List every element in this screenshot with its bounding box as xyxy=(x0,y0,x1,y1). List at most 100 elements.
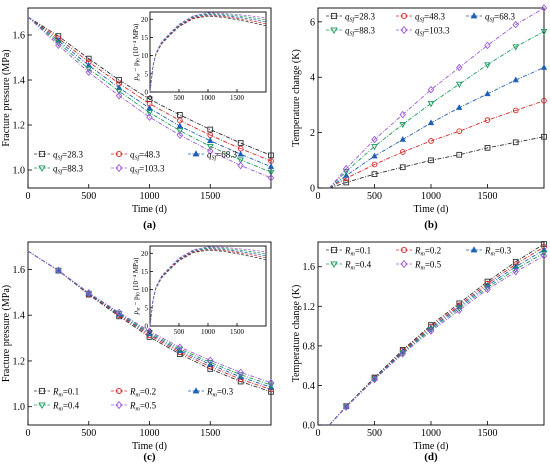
legend-marker xyxy=(330,27,338,35)
inset-y-tick-label: 10 xyxy=(141,52,149,60)
inset-y-tick-label: 5 xyxy=(145,304,149,312)
data-point xyxy=(484,117,491,124)
data-point xyxy=(343,164,350,173)
x-tick-label: 1000 xyxy=(421,191,441,202)
legend-entry: Rm=0.3 xyxy=(206,387,234,399)
inset-x-tick-label: 1500 xyxy=(230,94,245,102)
data-point xyxy=(237,161,244,170)
data-point xyxy=(115,308,123,317)
inset-series-3 xyxy=(149,248,267,327)
series-line xyxy=(27,16,272,173)
data-point xyxy=(540,4,548,12)
y-tick-label: 1.6 xyxy=(13,265,26,276)
series-5 xyxy=(328,4,548,189)
data-point xyxy=(512,267,519,276)
inset-series-3 xyxy=(149,14,267,93)
y-tick-label: 1.2 xyxy=(13,356,26,367)
data-point xyxy=(541,241,547,247)
legend-marker xyxy=(115,163,123,173)
legend-entry: qSf=68.3 xyxy=(207,150,237,162)
legend-marker xyxy=(38,402,46,410)
legend-entry: qSf=88.3 xyxy=(53,164,83,176)
data-point xyxy=(399,110,406,119)
x-tick-label: 0 xyxy=(316,428,321,439)
data-point xyxy=(176,343,184,352)
inset-x-tick-label: 1500 xyxy=(230,328,245,336)
data-point xyxy=(267,169,275,177)
y-tick-label: 1.4 xyxy=(13,76,26,87)
legend-marker xyxy=(330,261,338,269)
y-tick-label: 4 xyxy=(310,73,315,84)
data-point xyxy=(484,285,491,294)
legend-entry: qSf=28.3 xyxy=(345,12,375,24)
data-point xyxy=(540,29,548,36)
series-line xyxy=(328,243,545,426)
panel-label: (b) xyxy=(424,219,438,231)
data-point xyxy=(85,288,92,297)
series-line xyxy=(328,255,545,426)
inset-series-2 xyxy=(149,15,267,93)
data-point xyxy=(207,126,214,133)
y-tick-label: 0.4 xyxy=(303,381,316,392)
y-tick-label: 1.2 xyxy=(13,121,26,132)
legend-entry: qSf=48.3 xyxy=(130,150,160,162)
inset-y-tick-label: 20 xyxy=(141,250,149,258)
data-point xyxy=(371,144,378,151)
x-tick-label: 1000 xyxy=(421,428,441,439)
legend-entry: qSf=28.3 xyxy=(53,150,83,162)
data-point xyxy=(237,157,245,164)
data-point xyxy=(343,403,350,411)
inset-series-1 xyxy=(149,249,267,327)
legend-d: Rm=0.1 Rm=0.2 Rm=0.3 Rm=0.4 Rm=0.5 xyxy=(326,246,512,272)
data-point xyxy=(85,66,93,73)
series-line xyxy=(27,16,272,162)
series-line xyxy=(27,250,272,388)
x-tick-label: 500 xyxy=(81,428,96,439)
data-point xyxy=(484,41,491,50)
panel-label: (c) xyxy=(143,451,156,463)
data-point xyxy=(115,91,123,100)
data-point xyxy=(455,81,463,88)
y-tick-label: 6 xyxy=(310,17,315,28)
data-point xyxy=(484,62,491,69)
y-axis-label: Fracture pressure (MPa) xyxy=(1,285,12,382)
data-point xyxy=(456,306,463,315)
inset-y-tick-label: 5 xyxy=(145,70,149,78)
data-point xyxy=(541,133,547,140)
data-point xyxy=(342,404,350,411)
x-tick-label: 500 xyxy=(367,191,382,202)
legend-marker xyxy=(115,400,123,410)
data-point xyxy=(371,375,378,384)
legend-marker xyxy=(400,25,408,35)
x-tick-label: 1500 xyxy=(200,428,220,439)
inset-y-axis-label: psr − pf0 (10⁻⁴ MPa) xyxy=(132,257,142,315)
data-point xyxy=(456,104,463,110)
inset-x-tick-label: 500 xyxy=(174,94,185,102)
inset-y-tick-label: 0 xyxy=(145,323,149,331)
series-line xyxy=(27,250,272,386)
series-line xyxy=(328,252,545,426)
inset-series-4 xyxy=(149,247,267,327)
data-point xyxy=(512,107,519,114)
data-point xyxy=(399,136,406,142)
legend-entry: Rm=0.3 xyxy=(484,246,512,258)
series-line xyxy=(27,16,272,156)
series-line xyxy=(27,16,272,168)
data-point xyxy=(456,151,463,158)
data-point xyxy=(176,122,184,129)
inset-y-tick-label: 10 xyxy=(141,286,149,294)
data-point xyxy=(427,119,435,126)
inset-frame xyxy=(149,245,267,327)
legend-entry: qSf=48.3 xyxy=(415,12,445,24)
legend-marker xyxy=(330,246,338,254)
data-point xyxy=(512,20,519,29)
x-tick-label: 0 xyxy=(316,191,321,202)
legend-entry: Rm=0.4 xyxy=(344,260,372,272)
series-2 xyxy=(328,244,547,426)
x-axis-label: Time (d) xyxy=(414,441,449,452)
data-point xyxy=(399,349,406,358)
